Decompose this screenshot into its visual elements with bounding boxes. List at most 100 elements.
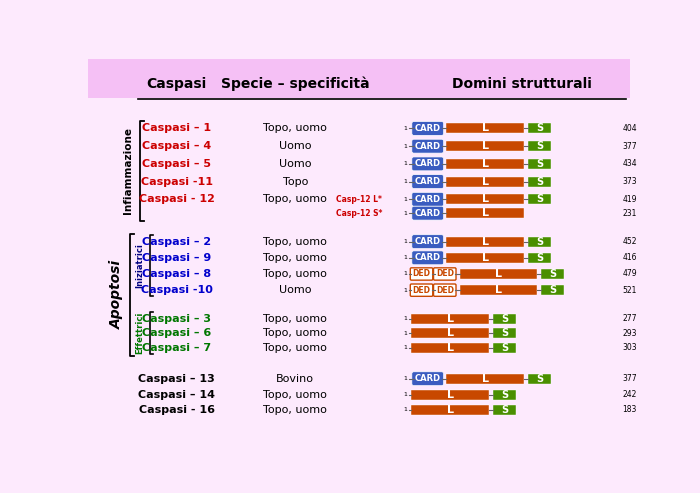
FancyBboxPatch shape: [412, 139, 444, 153]
Text: Caspasi – 6: Caspasi – 6: [142, 328, 211, 338]
Text: CARD: CARD: [414, 159, 441, 169]
FancyBboxPatch shape: [412, 372, 444, 386]
Text: S: S: [549, 285, 556, 295]
Text: S: S: [536, 123, 543, 134]
Text: CARD: CARD: [414, 237, 441, 246]
FancyBboxPatch shape: [412, 251, 444, 265]
Text: Caspasi – 4: Caspasi – 4: [142, 141, 211, 151]
FancyBboxPatch shape: [412, 175, 444, 188]
Bar: [447, 208, 524, 218]
Text: Topo, uomo: Topo, uomo: [263, 343, 327, 353]
Text: L: L: [495, 269, 502, 279]
Text: S: S: [536, 159, 543, 169]
Text: 1: 1: [404, 255, 407, 260]
Text: Domini strutturali: Domini strutturali: [452, 77, 592, 91]
Text: CARD: CARD: [414, 374, 441, 383]
Text: 1: 1: [404, 407, 407, 412]
Text: Topo, uomo: Topo, uomo: [263, 253, 327, 263]
Text: Uomo: Uomo: [279, 285, 312, 295]
Text: S: S: [536, 374, 543, 384]
Text: Topo, uomo: Topo, uomo: [263, 328, 327, 338]
Text: Topo, uomo: Topo, uomo: [263, 314, 327, 323]
Text: S: S: [536, 237, 543, 246]
FancyBboxPatch shape: [433, 284, 456, 296]
Text: Bovino: Bovino: [276, 374, 314, 384]
Text: DED: DED: [412, 285, 430, 295]
Text: L: L: [482, 208, 489, 218]
Text: L: L: [447, 405, 454, 415]
Bar: [447, 237, 524, 246]
Text: Topo, uomo: Topo, uomo: [263, 405, 327, 415]
Text: Topo, uomo: Topo, uomo: [263, 390, 327, 400]
Text: 1: 1: [404, 239, 407, 244]
Text: Infiammazione: Infiammazione: [122, 127, 133, 214]
Text: L: L: [482, 253, 489, 263]
Text: CARD: CARD: [414, 124, 441, 133]
FancyBboxPatch shape: [412, 122, 444, 136]
Text: 1: 1: [404, 331, 407, 336]
Text: Uomo: Uomo: [279, 141, 312, 151]
Text: CARD: CARD: [414, 177, 441, 186]
Text: Caspasi – 7: Caspasi – 7: [142, 343, 211, 353]
Text: L: L: [447, 314, 454, 323]
Text: 452: 452: [622, 237, 637, 246]
Text: 277: 277: [622, 314, 637, 323]
Bar: [493, 328, 516, 338]
Text: Caspasi – 14: Caspasi – 14: [138, 390, 215, 400]
Text: DED: DED: [436, 285, 454, 295]
FancyBboxPatch shape: [412, 206, 444, 220]
Text: CARD: CARD: [414, 141, 441, 151]
Bar: [528, 141, 551, 151]
Text: 1: 1: [404, 126, 407, 131]
Text: Caspasi – 9: Caspasi – 9: [142, 253, 211, 263]
Text: Caspasi -11: Caspasi -11: [141, 176, 213, 186]
Text: S: S: [501, 343, 508, 353]
Text: 1: 1: [404, 272, 407, 277]
Bar: [447, 194, 524, 204]
Text: Iniziatrici: Iniziatrici: [136, 244, 145, 288]
Bar: [412, 328, 489, 338]
Text: Caspasi: Caspasi: [146, 77, 206, 91]
Bar: [412, 343, 489, 353]
Bar: [493, 343, 516, 353]
Text: Topo, uomo: Topo, uomo: [263, 269, 327, 279]
Text: 293: 293: [622, 329, 637, 338]
Text: L: L: [482, 374, 489, 384]
Bar: [528, 374, 551, 384]
Text: 1: 1: [404, 211, 407, 215]
Text: 1: 1: [404, 143, 407, 149]
Text: 404: 404: [622, 124, 637, 133]
FancyBboxPatch shape: [412, 157, 444, 171]
Text: Topo, uomo: Topo, uomo: [263, 123, 327, 134]
Text: S: S: [536, 141, 543, 151]
Text: 377: 377: [622, 374, 637, 383]
Text: 1: 1: [404, 179, 407, 184]
Text: Casp-12 L*: Casp-12 L*: [336, 195, 382, 204]
Bar: [447, 123, 524, 134]
Bar: [447, 176, 524, 186]
Text: 1: 1: [404, 346, 407, 351]
Text: Apoptosi: Apoptosi: [110, 260, 124, 329]
Text: 231: 231: [622, 209, 636, 218]
Text: Caspasi – 3: Caspasi – 3: [142, 314, 211, 323]
Bar: [412, 390, 489, 400]
Bar: [528, 123, 551, 134]
Text: S: S: [501, 405, 508, 415]
Text: Caspasi – 5: Caspasi – 5: [142, 159, 211, 169]
Text: L: L: [482, 159, 489, 169]
Text: L: L: [495, 285, 502, 295]
Text: Topo: Topo: [283, 176, 308, 186]
FancyBboxPatch shape: [412, 235, 444, 248]
Bar: [528, 176, 551, 186]
Text: S: S: [536, 253, 543, 263]
Text: 183: 183: [622, 405, 636, 414]
Text: Effettrici: Effettrici: [136, 312, 145, 354]
Text: DED: DED: [412, 270, 430, 279]
Bar: [459, 285, 537, 295]
Text: L: L: [447, 328, 454, 338]
Text: Topo, uomo: Topo, uomo: [263, 194, 327, 204]
Text: Caspasi – 13: Caspasi – 13: [139, 374, 215, 384]
Text: L: L: [482, 141, 489, 151]
Text: 434: 434: [622, 159, 637, 169]
Bar: [447, 159, 524, 169]
